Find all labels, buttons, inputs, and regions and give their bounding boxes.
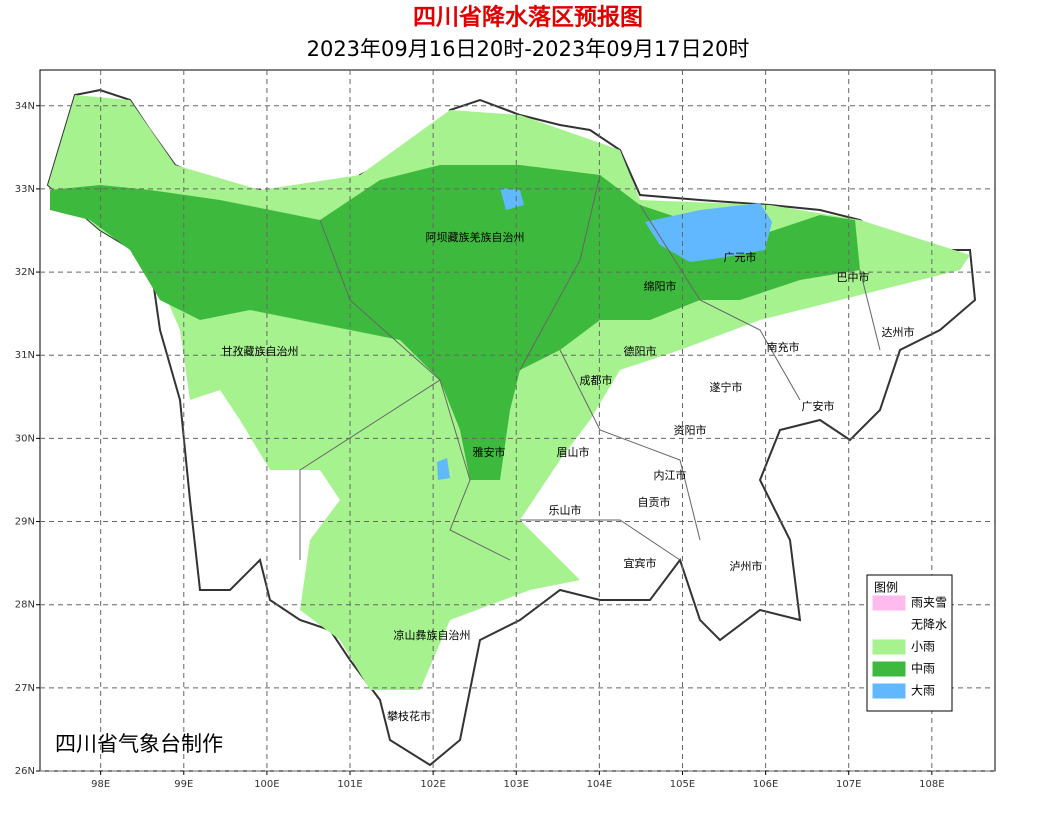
x-tick-label: 100E (254, 779, 279, 790)
y-tick-label: 28N (15, 600, 35, 611)
city-label: 雅安市 (473, 445, 506, 459)
city-label: 达州市 (882, 325, 915, 339)
heavy-rain-area (437, 458, 450, 480)
city-label: 德阳市 (624, 344, 657, 358)
legend-label: 雨夹雪 (911, 596, 947, 610)
city-label: 内江市 (654, 468, 687, 482)
legend-swatch (871, 682, 907, 700)
x-tick-label: 98E (91, 779, 110, 790)
x-tick-label: 105E (670, 779, 695, 790)
credit: 四川省气象台制作 (55, 732, 223, 756)
legend-swatch (871, 638, 907, 656)
heavy-rain-area (645, 203, 772, 262)
y-tick-label: 31N (15, 350, 35, 361)
y-tick-label: 26N (15, 766, 35, 777)
x-tick-label: 106E (753, 779, 778, 790)
subtitle: 2023年09月16日20时-2023年09月17日20时 (307, 37, 750, 61)
heavy-rain-area (500, 188, 524, 210)
x-tick-label: 99E (174, 779, 193, 790)
city-label: 乐山市 (549, 503, 582, 517)
x-tick-label: 104E (587, 779, 612, 790)
y-tick-label: 33N (15, 184, 35, 195)
city-label: 凉山彝族自治州 (394, 628, 471, 642)
city-label: 自贡市 (638, 495, 671, 509)
city-label: 广安市 (802, 399, 835, 413)
city-label: 资阳市 (674, 423, 707, 437)
x-tick-label: 108E (919, 779, 944, 790)
y-tick-label: 29N (15, 517, 35, 528)
legend-label: 无降水 (911, 618, 947, 632)
legend-label: 中雨 (911, 661, 935, 676)
title: 四川省降水落区预报图 (413, 5, 643, 31)
city-label: 南充市 (767, 340, 800, 354)
rain-regions (46, 88, 977, 767)
city-label: 成都市 (580, 373, 613, 387)
city-label: 巴中市 (837, 270, 870, 284)
city-label: 攀枝花市 (387, 709, 431, 723)
x-tick-label: 107E (836, 779, 861, 790)
city-label: 阿坝藏族羌族自治州 (426, 230, 525, 244)
y-tick-label: 32N (15, 267, 35, 278)
legend-swatch (871, 660, 907, 678)
legend-swatch (871, 594, 907, 612)
y-tick-label: 27N (15, 683, 35, 694)
moderate-rain-area (50, 165, 860, 480)
city-label: 绵阳市 (644, 279, 677, 293)
x-tick-label: 102E (420, 779, 445, 790)
y-tick-label: 30N (15, 433, 35, 444)
city-borders (299, 174, 881, 561)
x-tick-label: 101E (337, 779, 362, 790)
city-label: 广元市 (724, 250, 757, 264)
city-label: 泸州市 (730, 559, 763, 573)
legend-swatch (871, 616, 907, 634)
grid (40, 70, 995, 772)
city-label: 眉山市 (557, 445, 590, 459)
city-label: 宜宾市 (624, 556, 657, 570)
legend-label: 大雨 (911, 684, 935, 698)
city-label: 遂宁市 (710, 380, 743, 394)
legend-title: 图例 (874, 581, 898, 595)
city-label: 甘孜藏族自治州 (222, 344, 299, 358)
city-labels: 阿坝藏族羌族自治州 甘孜藏族自治州 广元市 巴中市 绵阳市 达州市 南充市 德阳… (222, 230, 915, 723)
legend-label: 小雨 (911, 640, 935, 654)
y-tick-label: 34N (15, 101, 35, 112)
x-tick-label: 103E (504, 779, 529, 790)
